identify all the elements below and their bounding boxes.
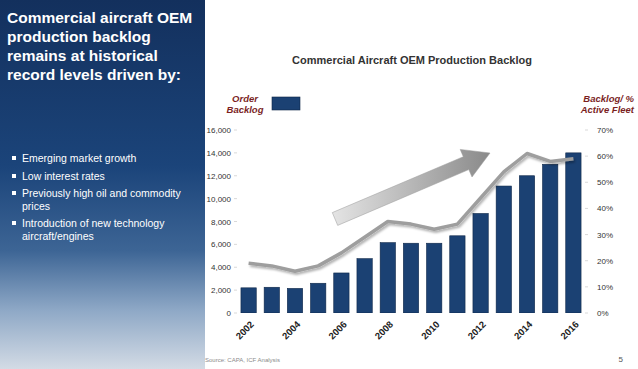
y2-tick-label: 0% [597,309,609,318]
bullet-marker [12,156,16,160]
y-tick [234,267,237,268]
plot-marks [241,153,581,313]
plot-lines [249,154,574,272]
slide-heading: Commercial aircraft OEM production backl… [7,8,199,84]
bar [334,273,349,313]
y2-tick [585,313,588,314]
legend-label: Backlog/ % Active Fleet [558,93,634,115]
bar [311,283,326,313]
bar [450,236,465,313]
y-tick-label: 8,000 [211,218,232,227]
y2-tick-label: 20% [597,257,613,266]
bullet-marker [12,221,16,225]
y-tick [234,198,237,199]
y-tick [234,152,237,153]
x-tick-label: 2006 [326,319,349,342]
bar [427,243,442,313]
y-tick [234,244,237,245]
chart-canvas: Commercial Aircraft OEM Production Backl… [0,0,638,369]
y-tick-label: 12,000 [207,172,232,181]
bar [357,259,372,313]
bar [543,164,558,313]
y2-tick-label: 30% [597,231,613,240]
bar [496,186,511,313]
x-tick-label: 2002 [233,319,256,342]
legend-label: Order Backlog [222,93,268,115]
x-tick-label: 2010 [419,319,442,342]
y2-tick [585,234,588,235]
y2-tick [585,156,588,157]
x-tick-label: 2014 [512,318,535,341]
bar [380,243,395,313]
y-tick-label: 0 [227,309,232,318]
x-tick-label: 2008 [372,319,395,342]
y2-tick [585,286,588,287]
side-panel: Commercial aircraft OEM production backl… [0,0,205,369]
y-tick [234,221,237,222]
bullet-item: Introduction of new technology aircraft/… [12,217,198,242]
source-note: Source: CAPA, ICF Analysis [205,357,280,363]
y2-tick [585,260,588,261]
y-tick [234,175,237,176]
y-tick-label: 4,000 [211,263,232,272]
bullet-item: Previously high oil and commodity prices [12,187,198,212]
y-tick-label: 14,000 [207,149,232,158]
y-tick-label: 10,000 [207,195,232,204]
y2-tick-label: 50% [597,178,613,187]
y2-tick-label: 10% [597,283,613,292]
y2-tick-label: 60% [597,152,613,161]
y-tick [234,130,237,131]
y-tick [234,290,237,291]
bar [241,288,256,313]
legend-swatch [538,98,578,102]
y-tick [234,313,237,314]
y-tick-label: 6,000 [211,240,232,249]
y2-tick-label: 70% [597,126,613,135]
bullet-item: Emerging market growth [12,152,198,165]
y-tick-label: 2,000 [211,286,232,295]
x-tick-label: 2012 [465,319,488,342]
page-number: 5 [619,355,624,364]
bullet-marker [12,174,16,178]
bullet-item: Low interest rates [12,170,198,183]
legend-swatch [272,97,300,110]
y2-tick [585,182,588,183]
bar [566,153,581,313]
y2-tick-label: 40% [597,204,613,213]
y2-tick [585,130,588,131]
line-series [249,154,574,272]
bar [519,176,534,313]
y2-tick [585,208,588,209]
y-tick-label: 16,000 [207,126,232,135]
x-tick-label: 2016 [558,319,581,342]
bar [264,287,279,313]
bullet-list: Emerging market growth Low interest rates… [12,152,198,247]
bar [403,243,418,313]
bar [287,288,302,313]
bar [473,213,488,313]
x-tick-label: 2004 [280,318,303,341]
bullet-marker [12,191,16,195]
chart-title: Commercial Aircraft OEM Production Backl… [292,54,532,66]
